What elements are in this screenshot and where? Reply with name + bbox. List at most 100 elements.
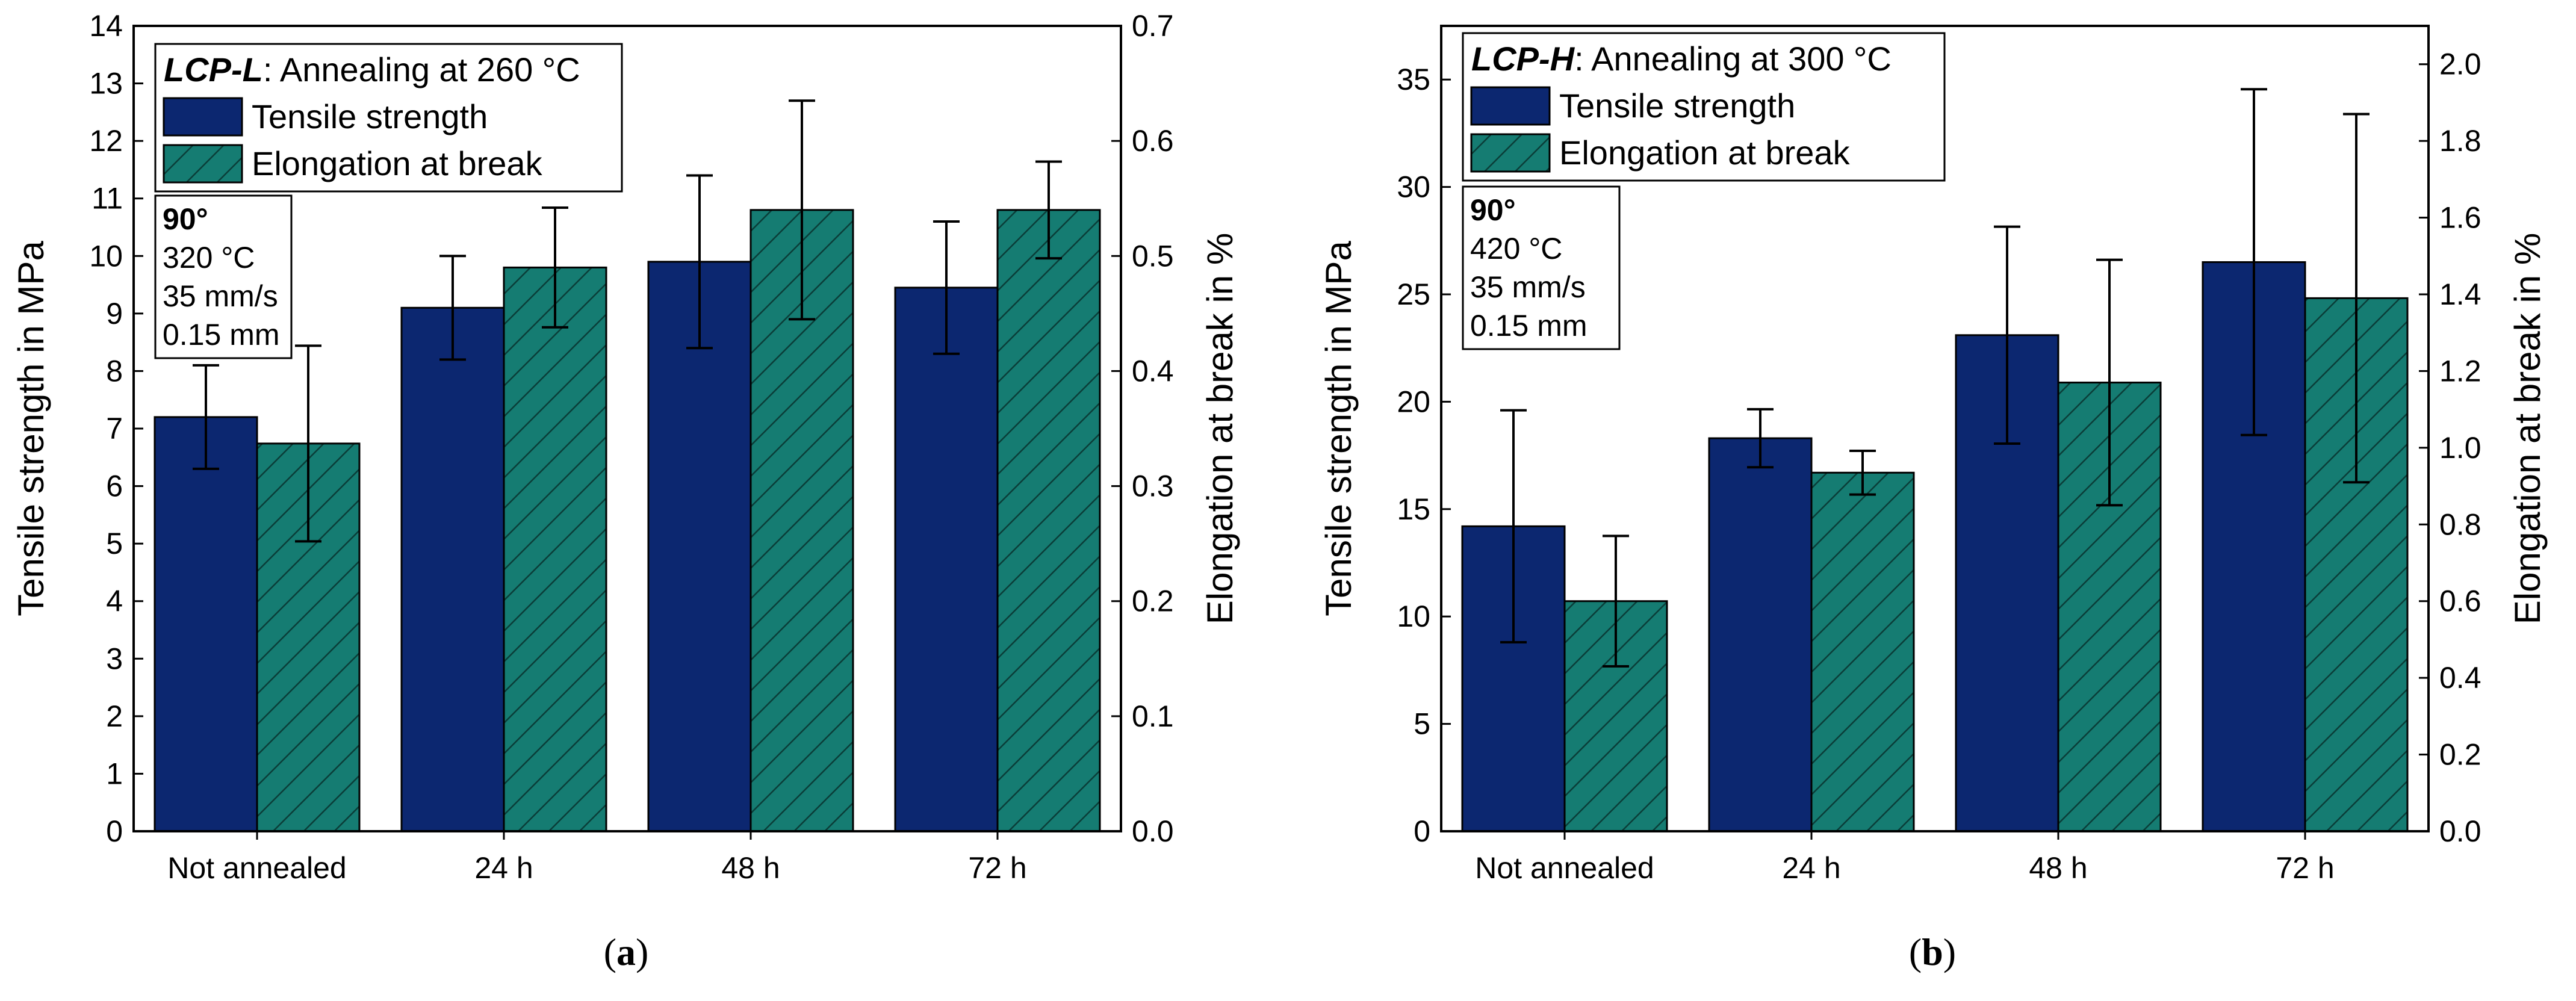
y-tick-label-right-b-4: 0.8	[2439, 507, 2481, 541]
y-axis-title-right-b: Elongation at break in %	[2507, 233, 2548, 624]
y-tick-label-left-b-1: 5	[1414, 707, 1430, 741]
legend-swatch-tensile	[1470, 86, 1551, 126]
caption-paren-close: )	[1943, 931, 1956, 973]
y-tick-label-right-b-6: 1.2	[2439, 354, 2481, 388]
y-tick-label-left-b-5: 25	[1397, 277, 1430, 311]
legend-entry-tensile: Tensile strength	[252, 98, 488, 135]
error-bar-tensile-a-0	[193, 364, 219, 470]
chart-panel-b: Not annealed 24 h 48 h 72 h 0 5 10 15 20 25 30 35 0.…	[1318, 25, 2548, 973]
error-bar-elongation-b-1	[1849, 449, 1876, 496]
y-axis-title-right-a: Elongation at break in %	[1200, 233, 1240, 624]
legend-b: LCP-H: Annealing at 300 °C Tensile streng…	[1462, 32, 1946, 182]
legend-entry-elongation: Elongation at break	[252, 144, 543, 182]
x-tick-label-a-2: 48 h	[721, 851, 780, 885]
y-tick-label-left-b-7: 35	[1397, 63, 1430, 96]
error-bar-elongation-a-2	[789, 99, 815, 321]
error-bar-elongation-a-0	[295, 344, 321, 543]
info-box-a: 90° 320 °C 35 mm/s 0.15 mm	[154, 194, 293, 359]
y-tick-label-left-a-2: 2	[106, 699, 123, 733]
legend-title-rest: : Annealing at 300 °C	[1574, 40, 1892, 78]
error-bar-tensile-b-0	[1500, 409, 1527, 644]
y-tick-label-right-b-3: 0.6	[2439, 584, 2481, 618]
error-bar-tensile-a-1	[439, 255, 466, 361]
y-tick-label-right-b-0: 0.0	[2439, 814, 2481, 848]
y-tick-label-left-a-10: 10	[89, 239, 123, 273]
y-tick-label-right-a-0: 0.0	[1132, 814, 1174, 848]
error-bar-elongation-b-3	[2343, 113, 2370, 484]
error-bar-elongation-a-1	[542, 206, 568, 329]
y-tick-label-left-b-4: 20	[1397, 385, 1430, 418]
info-box-frame	[154, 194, 293, 359]
error-bar-elongation-b-0	[1603, 535, 1629, 668]
y-tick-label-right-a-5: 0.5	[1132, 239, 1174, 273]
y-tick-label-right-b-7: 1.4	[2439, 277, 2481, 311]
y-tick-label-left-b-2: 10	[1397, 600, 1430, 633]
chart-panel-a: Not annealed 24 h 48 h 72 h0123456789101112…	[11, 9, 1240, 973]
bar-elongation-b-1	[1810, 471, 1915, 832]
legend-entry-tensile: Tensile strength	[1559, 87, 1795, 125]
info-line-2: 0.15 mm	[1470, 309, 1587, 342]
caption-label: b	[1922, 931, 1943, 973]
legend-title-rest: : Annealing at 260 °C	[263, 51, 580, 88]
y-tick-label-left-a-1: 1	[106, 757, 123, 790]
y-tick-label-left-a-4: 4	[106, 584, 123, 618]
y-tick-label-left-a-14: 14	[89, 9, 123, 43]
info-line-2: 0.15 mm	[163, 318, 280, 352]
bar-tensile-a-1	[400, 306, 505, 832]
y-tick-label-left-a-3: 3	[106, 642, 123, 675]
x-tick-label-b-1: 24 h	[1782, 851, 1840, 885]
x-tick-label-b-2: 48 h	[2029, 851, 2087, 885]
y-tick-label-left-a-8: 8	[106, 354, 123, 388]
caption-label: a	[616, 931, 636, 973]
info-angle: 90°	[163, 202, 208, 236]
bar-tensile-a-0	[154, 416, 258, 832]
caption-paren-close: )	[636, 931, 648, 973]
y-tick-label-right-a-2: 0.2	[1132, 584, 1174, 618]
y-tick-label-right-a-3: 0.3	[1132, 470, 1174, 503]
caption-paren-open: (	[1909, 931, 1922, 973]
x-tick-label-b-0: Not annealed	[1475, 851, 1654, 885]
legend-title-material: LCP-L	[164, 51, 263, 88]
bar-tensile-a-3	[894, 287, 999, 832]
y-tick-label-left-a-9: 9	[106, 297, 123, 330]
y-tick-label-left-b-0: 0	[1414, 814, 1430, 848]
y-tick-label-right-b-1: 0.2	[2439, 738, 2481, 772]
info-box-frame	[1462, 185, 1621, 350]
y-tick-label-right-b-5: 1.0	[2439, 431, 2481, 465]
error-bar-elongation-b-2	[2096, 258, 2123, 507]
error-bar-tensile-b-2	[1994, 225, 2020, 445]
legend-swatch-elongation	[1470, 133, 1551, 173]
error-bar-tensile-b-1	[1747, 408, 1774, 469]
error-bar-elongation-a-3	[1035, 160, 1062, 260]
info-angle: 90°	[1470, 193, 1516, 227]
y-tick-label-left-a-11: 11	[92, 182, 123, 215]
legend-entry-elongation: Elongation at break	[1559, 134, 1851, 172]
y-tick-label-right-b-10: 2.0	[2439, 48, 2481, 81]
legend-swatch-elongation	[163, 144, 243, 184]
y-tick-label-right-b-9: 1.8	[2439, 124, 2481, 158]
y-tick-label-left-a-7: 7	[106, 412, 123, 445]
info-box-b: 90° 420 °C 35 mm/s 0.15 mm	[1462, 185, 1621, 350]
plot-frame-b	[1440, 25, 2430, 832]
y-axis-title-left-a: Tensile strength in MPa	[11, 241, 51, 616]
info-line-0: 320 °C	[163, 241, 255, 274]
info-line-1: 35 mm/s	[1470, 270, 1586, 304]
y-tick-label-left-b-6: 30	[1397, 170, 1430, 204]
y-tick-label-left-a-13: 13	[89, 67, 123, 101]
legend-a: LCP-L: Annealing at 260 °C Tensile streng…	[154, 43, 623, 193]
y-tick-label-right-b-8: 1.6	[2439, 201, 2481, 235]
y-tick-label-left-b-3: 15	[1397, 492, 1430, 526]
y-tick-label-right-a-1: 0.1	[1132, 699, 1174, 733]
y-tick-label-left-a-0: 0	[106, 814, 123, 848]
error-bar-tensile-b-3	[2241, 88, 2267, 436]
y-tick-label-left-a-12: 12	[89, 124, 123, 158]
error-bar-tensile-a-2	[686, 174, 713, 350]
bar-elongation-a-1	[503, 266, 607, 832]
y-tick-label-right-a-4: 0.4	[1132, 354, 1174, 388]
y-tick-label-right-a-6: 0.6	[1132, 124, 1174, 158]
panel-caption-b: (b)	[1909, 931, 1956, 973]
bar-tensile-b-1	[1708, 437, 1813, 832]
y-axis-title-left-b: Tensile strength in MPa	[1318, 241, 1359, 616]
x-tick-label-b-3: 72 h	[2276, 851, 2334, 885]
